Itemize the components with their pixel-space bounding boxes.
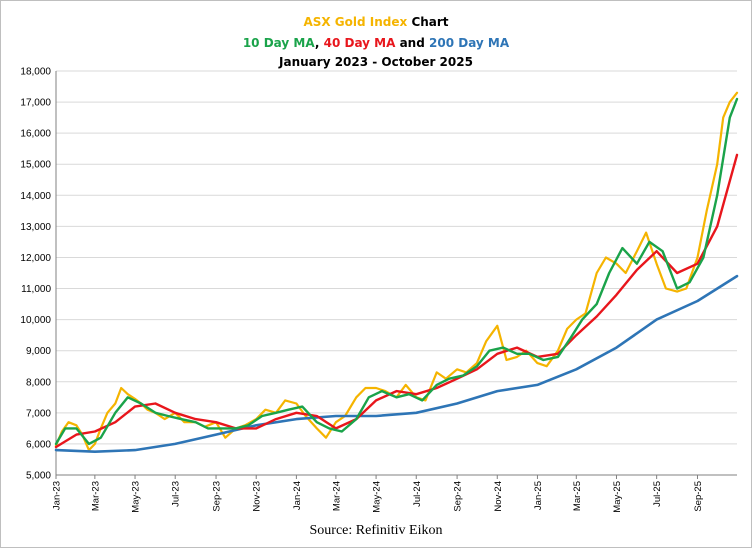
x-tick-label: Mar-24 <box>331 481 342 511</box>
ma200-title-label: 200 Day MA <box>429 36 510 50</box>
x-tick-label: Mar-25 <box>572 481 583 511</box>
y-tick-label: 12,000 <box>20 253 51 264</box>
x-tick-label: May-24 <box>372 481 383 513</box>
y-tick-label: 7,000 <box>26 408 51 419</box>
y-tick-label: 6,000 <box>26 439 51 450</box>
y-tick-label: 15,000 <box>20 160 51 171</box>
x-tick-label: Jul-23 <box>171 481 182 507</box>
x-tick-label: Sep-25 <box>693 481 704 512</box>
chart-title: ASX Gold Index <box>303 15 408 29</box>
source-note: Source: Refinitiv Eikon <box>309 523 443 538</box>
x-tick-label: Sep-23 <box>212 481 223 512</box>
x-tick-label: Jan-23 <box>52 481 63 510</box>
x-tick-label: Jul-24 <box>412 481 423 507</box>
x-tick-label: May-23 <box>131 481 142 513</box>
ma10-title-label: 10 Day MA <box>242 36 315 50</box>
x-tick-label: Jan-25 <box>533 481 544 510</box>
x-tick-label: Sep-24 <box>453 481 464 512</box>
series-line-ma200 <box>54 274 739 454</box>
y-tick-label: 10,000 <box>20 315 51 326</box>
plot-area: 5,000 6,000 7,000 8,000 9,000 10,000 11,000 12,… <box>20 67 739 513</box>
chart-date-range: January 2023 - October 2025 <box>279 55 473 69</box>
y-tick-label: 13,000 <box>20 222 51 233</box>
ma40-title-label: 40 Day MA <box>323 36 396 50</box>
y-tick-label: 18,000 <box>20 67 51 78</box>
and-word: and <box>395 36 429 50</box>
x-tick-label: Nov-23 <box>252 481 263 512</box>
series-line-ma10 <box>54 97 739 446</box>
comma-separator: , <box>314 36 324 50</box>
y-tick-label: 8,000 <box>26 377 51 388</box>
y-tick-label: 17,000 <box>20 98 51 109</box>
x-tick-label: Jan-24 <box>292 481 303 510</box>
y-tick-label: 14,000 <box>20 191 51 202</box>
x-tick-label: May-25 <box>612 481 623 513</box>
chart-title-line: ASX Gold Index Chart <box>1 15 751 29</box>
y-tick-label: 5,000 <box>26 471 51 482</box>
series-line-ma40 <box>54 153 739 449</box>
y-tick-label: 9,000 <box>26 346 51 357</box>
x-tick-label: Nov-24 <box>493 481 504 512</box>
y-tick-label: 11,000 <box>21 284 51 295</box>
chart-title-suffix: Chart <box>411 15 449 29</box>
y-tick-label: 16,000 <box>20 129 51 140</box>
x-tick-label: Mar-23 <box>90 481 101 511</box>
chart-subtitle-line: 10 Day MA, 40 Day MA and 200 Day MA <box>1 36 751 50</box>
x-tick-label: Jul-25 <box>652 481 663 507</box>
